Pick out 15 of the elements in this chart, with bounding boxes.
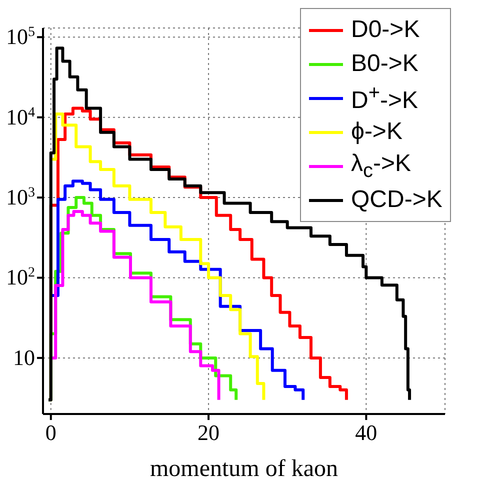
y-tick-label: 10$^{4}$: [6, 104, 35, 130]
legend-label: ϕ->K: [351, 118, 402, 146]
y-tick-label: 10$^{2}$: [6, 264, 35, 290]
legend-label: D0->K: [351, 16, 420, 44]
legend-label: B0->K: [351, 50, 418, 78]
x-axis-title: momentum of kaon: [150, 456, 338, 482]
legend-label: QCD->K: [351, 186, 442, 214]
legend-label: λ$_{c}$->K: [351, 150, 412, 182]
legend-label: D$^{+}$->K: [351, 82, 418, 114]
x-tick-label: 40: [355, 420, 378, 445]
y-tick-label: 10$^{3}$: [6, 184, 35, 210]
x-tick-label: 0: [45, 420, 56, 445]
y-tick-label: 10: [13, 344, 35, 370]
y-tick-label: 10$^{5}$: [6, 24, 35, 50]
x-tick-label: 20: [198, 420, 220, 445]
